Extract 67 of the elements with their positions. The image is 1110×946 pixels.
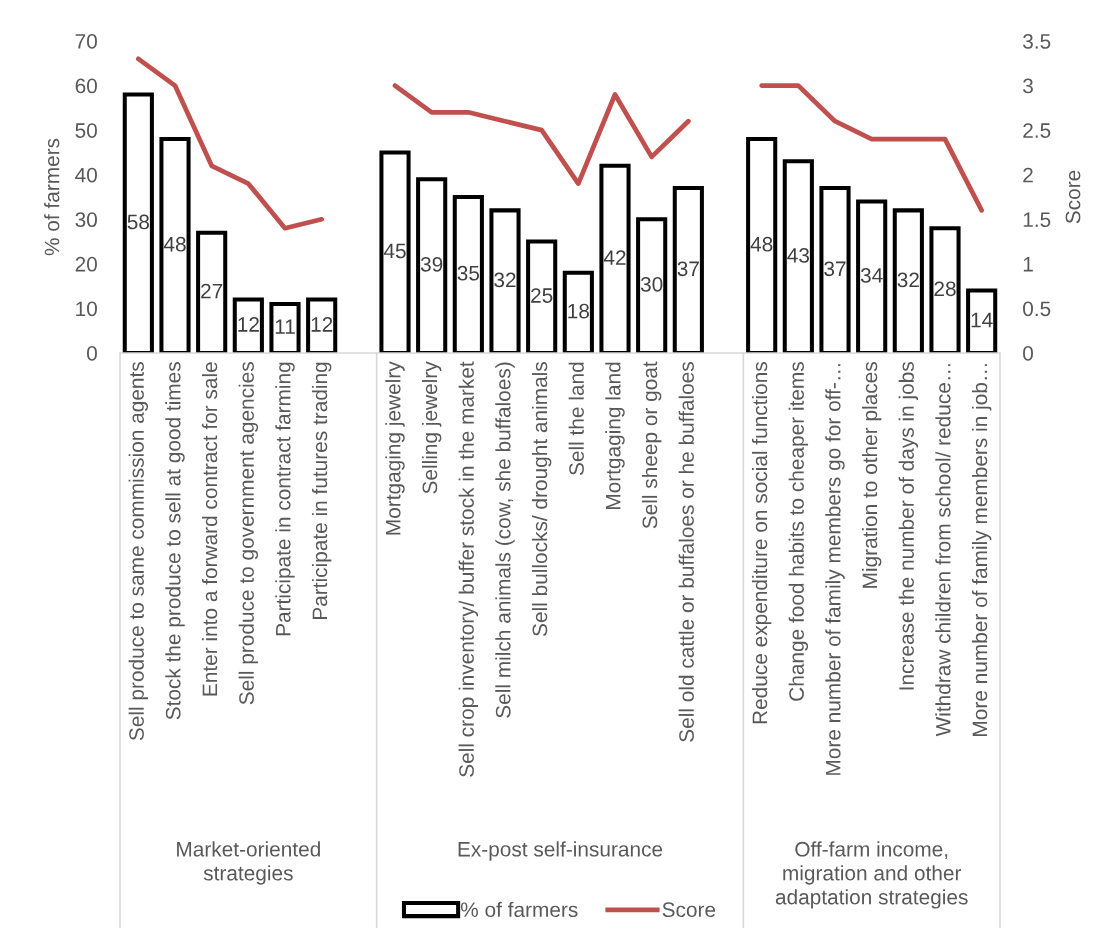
data-label: 37 (824, 261, 846, 277)
data-label: 34 (860, 268, 883, 283)
y2-tick-label: 1.5 (1023, 212, 1051, 228)
x-tick-label: Migration to other places (861, 362, 882, 588)
x-tick-label: Increase the number of days in jobs (898, 362, 919, 690)
y2-tick-label: 0.5 (1023, 301, 1051, 317)
text: Market-oriented strategies (177, 841, 320, 885)
y2-tick-label: 3 (1023, 78, 1033, 94)
y2-axis-title: Score (1065, 170, 1081, 224)
x-tick-label: Sell old cattle or buffaloes or he buffaloes (678, 362, 694, 742)
x-tick-label: Reduce expenditure on social functions (751, 362, 772, 724)
y-tick-label: 40 (75, 167, 97, 183)
text: Ex-post self-insurance (458, 841, 663, 861)
y-tick-label: 0 (87, 346, 97, 361)
data-label: 45 (383, 243, 406, 259)
data-label: 12 (311, 317, 333, 332)
y-tick-label: 30 (75, 212, 97, 228)
data-label: 43 (787, 248, 810, 263)
data-label: 58 (127, 214, 150, 230)
y-tick-label: 50 (75, 123, 97, 138)
x-tick-label: Sell produce to same commission agents (128, 362, 149, 741)
data-label: 27 (201, 283, 223, 299)
data-label: 42 (603, 250, 626, 265)
y2-tick-label: 1 (1023, 257, 1033, 272)
x-tick-label: More number of family members in job… (971, 364, 992, 736)
data-label: 18 (568, 303, 590, 319)
data-label: 30 (640, 276, 663, 292)
y2-tick-label: 0 (1023, 346, 1033, 361)
data-label: 35 (457, 265, 480, 281)
y-tick-label: 70 (75, 34, 97, 49)
x-tick-label: More number of family members go for off-… (825, 364, 845, 775)
y-tick-label: 60 (75, 78, 97, 94)
y2-tick-label: 2.5 (1023, 123, 1051, 138)
legend-label: Score (662, 902, 716, 918)
x-tick-label: Participate in futures trading (311, 362, 332, 620)
y-axis-title: % of farmers (44, 138, 60, 256)
data-label: 28 (934, 281, 956, 297)
y-tick-label: 10 (76, 301, 97, 317)
x-tick-label: Participate in contract farming (275, 362, 295, 636)
text: Off-farm income, migration and other adaptation strategies (775, 841, 968, 909)
x-tick-label: Withdraw children from school/ reduce… (935, 364, 951, 737)
x-tick-label: Sell crop inventory/ buffer stock in the market (458, 361, 479, 777)
data-label: 11 (275, 319, 295, 334)
x-tick-label: Sell milch animals (cow, she buffaloes) (495, 362, 515, 718)
y2-tick-label: 3.5 (1023, 34, 1051, 49)
x-tick-label: Enter into a forward contract for sale (201, 362, 218, 696)
data-label: 39 (420, 256, 443, 272)
data-label: 12 (238, 317, 259, 332)
x-tick-label: Selling jewelry (421, 361, 442, 494)
x-tick-label: Sell produce to government agencies (238, 362, 259, 705)
x-tick-label: Change food habits to cheaper items (788, 362, 809, 701)
x-tick-label: Stock the produce to sell at good times (165, 362, 185, 720)
y2-tick-label: 2 (1023, 167, 1033, 183)
x-tick-label: Mortgaging land (605, 362, 625, 510)
data-label: 48 (163, 236, 186, 252)
data-label: 32 (494, 272, 516, 288)
x-tick-label: Sell bullocks/ drought animals (531, 362, 552, 636)
data-label: 25 (531, 288, 553, 303)
y-tick-label: 20 (75, 256, 97, 272)
data-label: 14 (971, 312, 993, 328)
data-label: 48 (750, 236, 773, 252)
data-label: 32 (897, 272, 919, 288)
legend-label: % of farmers (460, 901, 578, 918)
data-label: 37 (677, 261, 699, 277)
x-tick-label: Mortgaging jewelry (385, 361, 405, 535)
x-tick-label: Sell the land (568, 362, 584, 476)
x-tick-label: Sell sheep or goat (641, 361, 662, 529)
